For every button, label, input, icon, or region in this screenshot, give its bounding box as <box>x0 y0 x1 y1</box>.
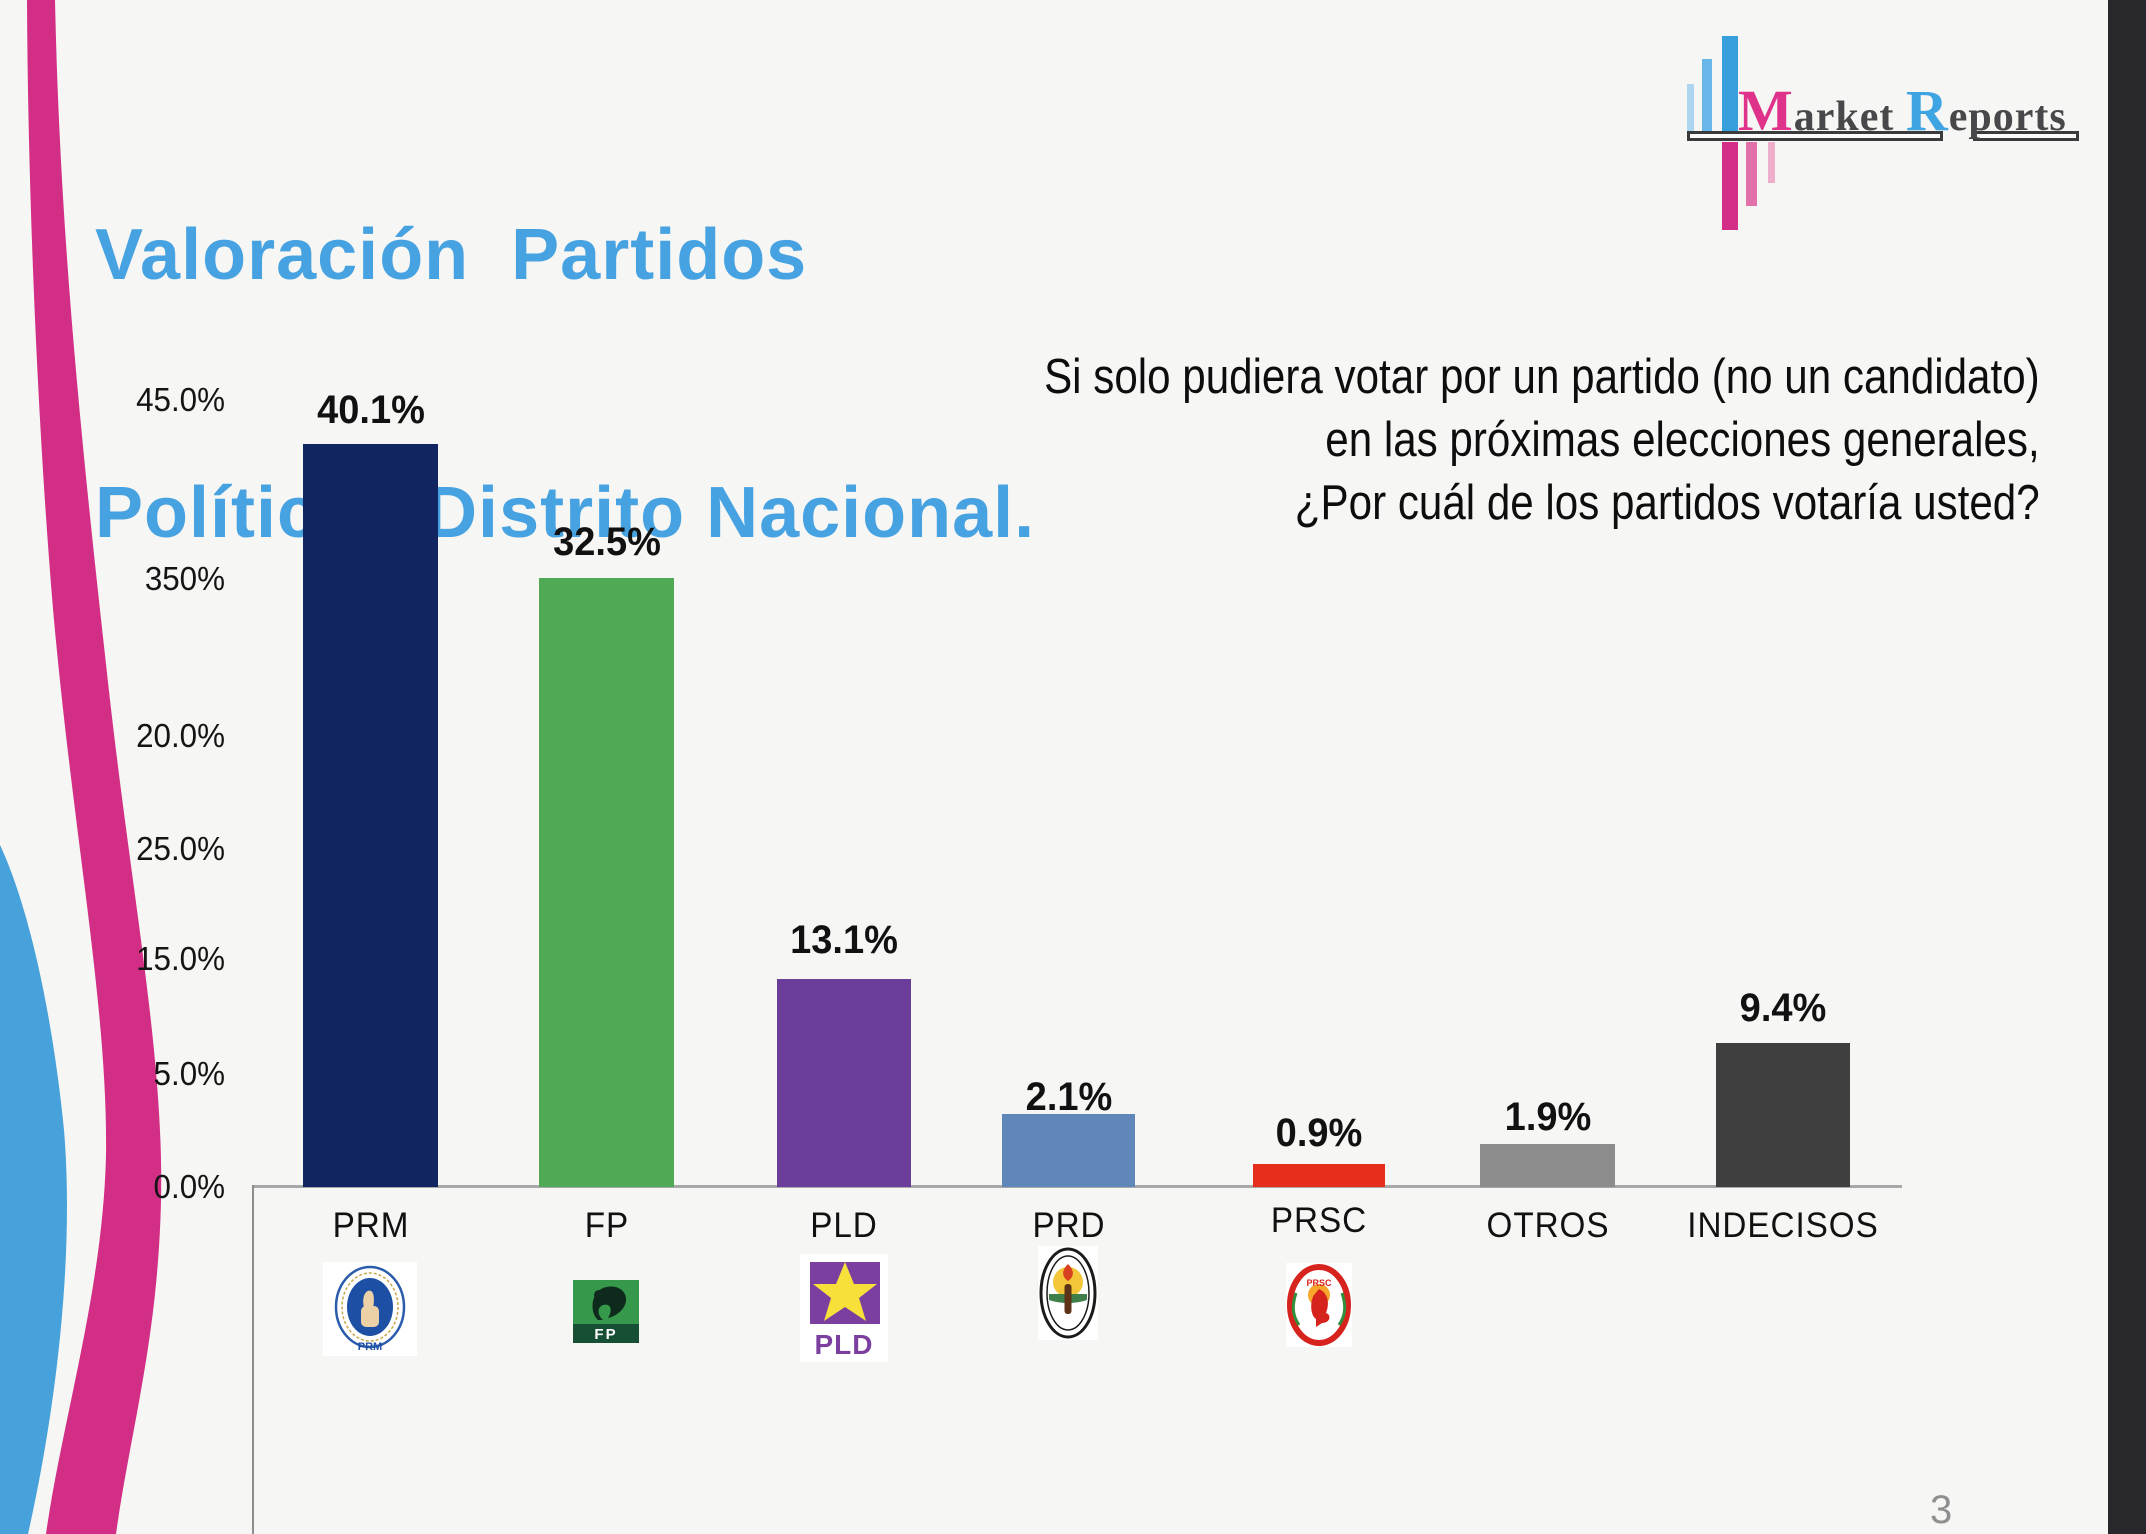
y-axis-tick-label: 25.0% <box>136 830 225 867</box>
value-label-fp: 32.5% <box>552 520 661 564</box>
bar-otros <box>1480 1144 1615 1187</box>
category-label-indecisos: INDECISOS <box>1687 1206 1879 1245</box>
logo-wordmark: Market Reports <box>1738 77 2067 144</box>
value-label-prsc: 0.9% <box>1275 1111 1363 1155</box>
y-axis-tick-label: 350% <box>144 560 225 597</box>
bar-pld <box>777 979 911 1187</box>
logo-blue-bar-small <box>1687 84 1694 140</box>
logo-word-eports: eports <box>1948 94 2067 140</box>
logo-pink-bar-medium <box>1746 142 1757 206</box>
market-reports-logo: Market Reports <box>1685 20 2085 235</box>
page-number: 3 <box>1930 1488 1953 1532</box>
fp-logo-image: FP <box>573 1280 639 1343</box>
pld-logo-text: PLD <box>815 1329 874 1360</box>
y-axis-tick-label: 20.0% <box>136 717 225 754</box>
logo-blue-bar-medium <box>1702 59 1712 140</box>
prsc-logo-text: PRSC <box>1306 1278 1332 1288</box>
category-label-otros: OTROS <box>1486 1206 1609 1245</box>
prm-logo-text: PRM <box>358 1341 382 1353</box>
logo-box-left-border <box>252 1185 254 1534</box>
survey-question-line2: en las próximas elecciones generales, <box>1325 413 2040 467</box>
value-label-otros: 1.9% <box>1504 1095 1591 1139</box>
y-axis-tick-label: 5.0% <box>153 1055 225 1092</box>
logo-pink-bar-large <box>1722 142 1738 230</box>
category-label-prsc: PRSC <box>1270 1201 1368 1240</box>
logo-underline-left <box>1687 131 1943 141</box>
blue-ribbon-shape <box>0 845 67 1534</box>
survey-question-line3: ¿Por cuál de los partidos votaría usted? <box>1295 476 2040 530</box>
bar-fp <box>539 578 674 1187</box>
prm-logo-image: PRM <box>323 1262 417 1356</box>
logo-letter-r: R <box>1905 78 1949 143</box>
value-label-indecisos: 9.4% <box>1739 986 1827 1030</box>
logo-pink-bar-small <box>1768 142 1775 183</box>
value-label-prm: 40.1% <box>316 388 425 432</box>
logo-underline-right <box>1973 131 2079 141</box>
survey-question: Si solo pudiera votar por un partido (no… <box>1044 346 2040 535</box>
left-ribbon-decoration <box>0 0 162 1534</box>
logo-word-arket: arket <box>1793 94 1906 140</box>
y-axis-tick-label: 15.0% <box>136 940 225 977</box>
pld-logo-image: PLD <box>800 1254 888 1362</box>
category-label-prd: PRD <box>1031 1206 1106 1245</box>
prd-logo-image <box>1038 1246 1098 1340</box>
value-label-pld: 13.1% <box>790 918 898 962</box>
logo-blue-bar-large <box>1722 36 1738 140</box>
bar-prsc <box>1253 1164 1385 1187</box>
survey-question-line1: Si solo pudiera votar por un partido (no… <box>1044 350 2040 404</box>
value-label-prd: 2.1% <box>1025 1075 1112 1119</box>
slide-title-line1: Valoración Partidos <box>95 215 808 295</box>
y-axis-tick-label: 0.0% <box>153 1168 225 1205</box>
bar-prm <box>303 444 438 1187</box>
category-label-prm: PRM <box>332 1206 409 1245</box>
y-axis-tick-label: 45.0% <box>136 381 225 418</box>
bar-indecisos <box>1716 1043 1850 1187</box>
category-label-fp: FP <box>584 1206 629 1245</box>
category-label-pld: PLD <box>810 1206 878 1245</box>
right-edge-dark-band <box>2108 0 2146 1534</box>
pink-ribbon-shape <box>27 0 162 1534</box>
bar-prd <box>1002 1114 1135 1187</box>
prsc-logo-image: PRSC <box>1286 1263 1352 1347</box>
fp-logo-text: FP <box>594 1326 617 1343</box>
logo-letter-m: M <box>1738 78 1794 143</box>
